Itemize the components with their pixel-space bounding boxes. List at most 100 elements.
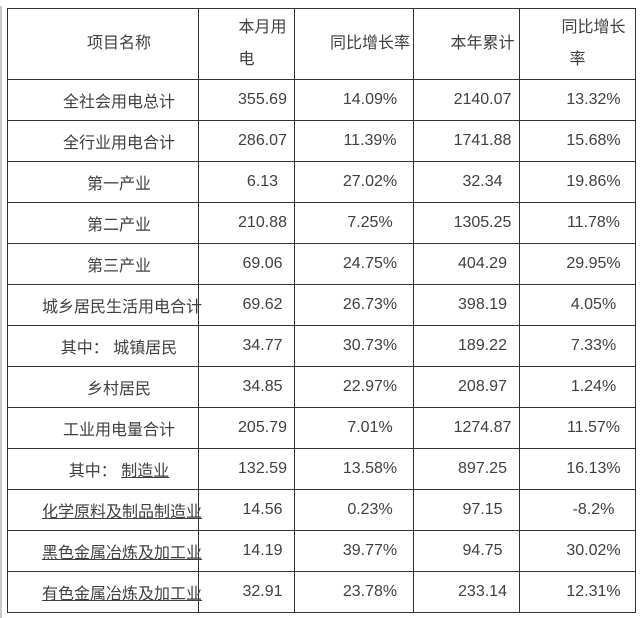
monthly-usage-value: 34.77 xyxy=(198,325,295,367)
ytd-total-value: 398.19 xyxy=(413,284,520,326)
monthly-yoy-value: 30.73% xyxy=(294,325,414,367)
monthly-yoy-value: 0.23% xyxy=(294,489,414,531)
row-label-cell: 其中： 城镇居民 xyxy=(7,325,199,367)
ytd-total-value: 97.15 xyxy=(413,489,520,531)
monthly-usage-value: 210.88 xyxy=(198,202,295,244)
table-row: 第二产业 210.88 7.25% 1305.25 11.78% xyxy=(7,202,636,244)
ytd-total-value: 2140.07 xyxy=(413,79,520,121)
electricity-usage-table: 项目名称 本月用 电 同比增长率 本年累计 同比增长率 全社会用电总计 355.… xyxy=(7,8,636,613)
ytd-yoy-value: 11.57% xyxy=(519,407,636,449)
monthly-yoy-value: 27.02% xyxy=(294,161,414,203)
monthly-yoy-value: 13.58% xyxy=(294,448,414,490)
table-row: 黑色金属冶炼及加工业 14.19 39.77% 94.75 30.02% xyxy=(7,530,636,572)
table-row: 第三产业 69.06 24.75% 404.29 29.95% xyxy=(7,243,636,285)
monthly-yoy-value: 22.97% xyxy=(294,366,414,408)
monthly-yoy-value: 14.09% xyxy=(294,79,414,121)
monthly-usage-value: 14.56 xyxy=(198,489,295,531)
table-header-row: 项目名称 本月用 电 同比增长率 本年累计 同比增长率 xyxy=(7,8,636,80)
table-row: 化学原料及制品制造业 14.56 0.23% 97.15 -8.2% xyxy=(7,489,636,531)
table-row: 城乡居民生活用电合计 69.62 26.73% 398.19 4.05% xyxy=(7,284,636,326)
ytd-total-value: 897.25 xyxy=(413,448,520,490)
monthly-usage-value: 32.91 xyxy=(198,571,295,613)
row-label[interactable]: 化学原料及制品制造业 xyxy=(42,504,203,521)
ytd-yoy-value: 12.31% xyxy=(519,571,636,613)
row-label-prefix: 其中： xyxy=(68,463,122,480)
table-row: 第一产业 6.13 27.02% 32.34 19.86% xyxy=(7,161,636,203)
ytd-total-value: 404.29 xyxy=(413,243,520,285)
monthly-yoy-value: 24.75% xyxy=(294,243,414,285)
ytd-yoy-value: 4.05% xyxy=(519,284,636,326)
row-label-cell: 黑色金属冶炼及加工业 xyxy=(7,530,203,572)
ytd-yoy-value: 19.86% xyxy=(519,161,636,203)
ytd-yoy-value: 11.78% xyxy=(519,202,636,244)
ytd-yoy-value: 16.13% xyxy=(519,448,636,490)
monthly-yoy-value: 26.73% xyxy=(294,284,414,326)
monthly-yoy-value: 23.78% xyxy=(294,571,414,613)
row-label: 其中： 城镇居民 xyxy=(60,340,178,357)
table-row: 全社会用电总计 355.69 14.09% 2140.07 13.32% xyxy=(7,79,636,121)
row-label: 第二产业 xyxy=(86,217,151,234)
ytd-total-value: 189.22 xyxy=(413,325,520,367)
row-label-cell: 第三产业 xyxy=(7,243,199,285)
ytd-total-value: 208.97 xyxy=(413,366,520,408)
row-label-cell: 第二产业 xyxy=(7,202,199,244)
table-row: 乡村居民 34.85 22.97% 208.97 1.24% xyxy=(7,366,636,408)
monthly-yoy-value: 7.25% xyxy=(294,202,414,244)
ytd-yoy-value: 15.68% xyxy=(519,120,636,162)
row-label: 第三产业 xyxy=(86,258,151,275)
ytd-yoy-value: 30.02% xyxy=(519,530,636,572)
monthly-usage-value: 355.69 xyxy=(198,79,295,121)
table-row: 其中： 制造业 132.59 13.58% 897.25 16.13% xyxy=(7,448,636,490)
row-label: 全行业用电合计 xyxy=(62,135,175,152)
ytd-total-value: 1741.88 xyxy=(413,120,520,162)
row-label-cell: 第一产业 xyxy=(7,161,199,203)
ytd-yoy-value: -8.2% xyxy=(519,489,636,531)
monthly-yoy-value: 7.01% xyxy=(294,407,414,449)
header-ytd-total: 本年累计 xyxy=(413,8,520,80)
ytd-yoy-value: 13.32% xyxy=(519,79,636,121)
ytd-total-value: 1274.87 xyxy=(413,407,520,449)
row-label-cell: 乡村居民 xyxy=(7,366,199,408)
ytd-yoy-value: 7.33% xyxy=(519,325,636,367)
row-label-cell: 有色金属冶炼及加工业 xyxy=(7,571,203,613)
ytd-total-value: 94.75 xyxy=(413,530,520,572)
row-label: 工业用电量合计 xyxy=(62,422,175,439)
header-project-name: 项目名称 xyxy=(7,8,199,80)
row-label-cell: 其中： 制造业 xyxy=(7,448,199,490)
monthly-yoy-value: 11.39% xyxy=(294,120,414,162)
monthly-usage-value: 132.59 xyxy=(198,448,295,490)
row-label[interactable]: 黑色金属冶炼及加工业 xyxy=(42,545,203,562)
header-monthly-usage: 本月用 电 xyxy=(198,8,295,80)
header-monthly-yoy-growth: 同比增长率 xyxy=(294,8,414,80)
page-edge-line xyxy=(0,6,2,618)
monthly-usage-value: 6.13 xyxy=(198,161,295,203)
table-row: 有色金属冶炼及加工业 32.91 23.78% 233.14 12.31% xyxy=(7,571,636,613)
row-label: 城乡居民生活用电合计 xyxy=(42,299,203,316)
monthly-usage-value: 286.07 xyxy=(198,120,295,162)
table-row: 全行业用电合计 286.07 11.39% 1741.88 15.68% xyxy=(7,120,636,162)
monthly-usage-value: 69.06 xyxy=(198,243,295,285)
monthly-usage-value: 34.85 xyxy=(198,366,295,408)
monthly-yoy-value: 39.77% xyxy=(294,530,414,572)
row-label: 全社会用电总计 xyxy=(62,94,175,111)
ytd-yoy-value: 1.24% xyxy=(519,366,636,408)
ytd-total-value: 233.14 xyxy=(413,571,520,613)
row-label[interactable]: 有色金属冶炼及加工业 xyxy=(42,586,203,603)
row-label[interactable]: 制造业 xyxy=(121,463,170,480)
ytd-total-value: 1305.25 xyxy=(413,202,520,244)
monthly-usage-value: 69.62 xyxy=(198,284,295,326)
ytd-yoy-value: 29.95% xyxy=(519,243,636,285)
ytd-total-value: 32.34 xyxy=(413,161,520,203)
table-row: 工业用电量合计 205.79 7.01% 1274.87 11.57% xyxy=(7,407,636,449)
row-label: 第一产业 xyxy=(86,176,151,193)
header-ytd-yoy-growth: 同比增长率 xyxy=(519,8,636,80)
row-label: 乡村居民 xyxy=(86,381,151,398)
row-label-cell: 城乡居民生活用电合计 xyxy=(7,284,203,326)
row-label-cell: 全社会用电总计 xyxy=(7,79,199,121)
table-row: 其中： 城镇居民 34.77 30.73% 189.22 7.33% xyxy=(7,325,636,367)
row-label-cell: 工业用电量合计 xyxy=(7,407,199,449)
monthly-usage-value: 205.79 xyxy=(198,407,295,449)
monthly-usage-value: 14.19 xyxy=(198,530,295,572)
row-label-cell: 全行业用电合计 xyxy=(7,120,199,162)
